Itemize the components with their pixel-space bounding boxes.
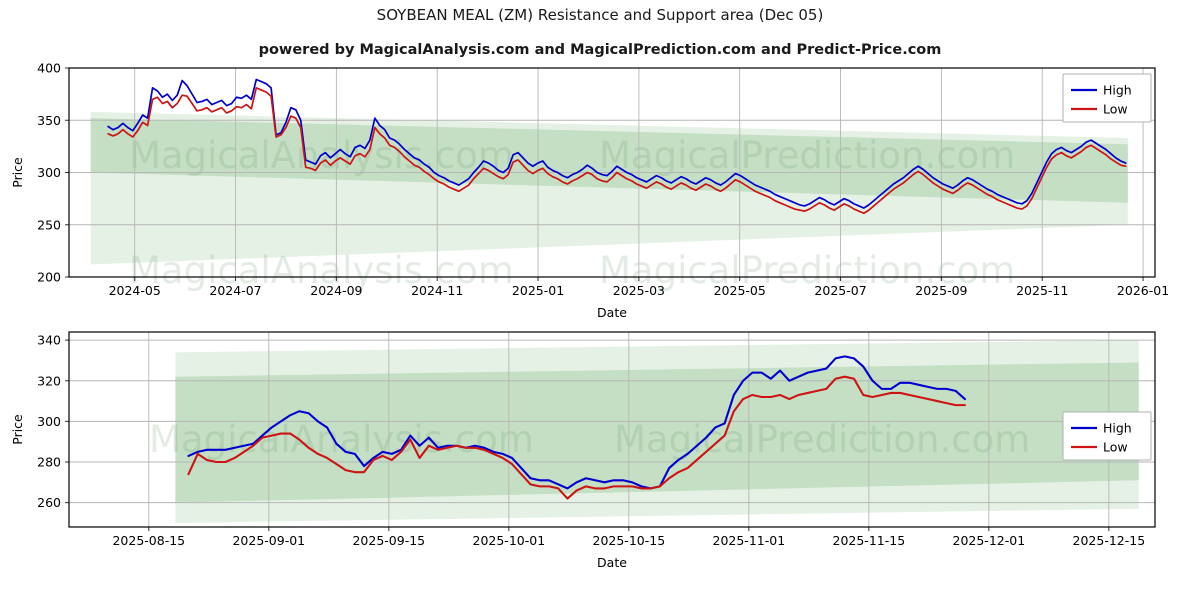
page-title: SOYBEAN MEAL (ZM) Resistance and Support…	[376, 6, 824, 24]
legend-label-high: High	[1103, 421, 1132, 436]
band-resistance-support-inner	[175, 362, 1139, 503]
xtick-label: 2025-10-15	[593, 533, 666, 548]
y-axis-label: Price	[10, 157, 25, 188]
xtick-label: 2024-07	[209, 283, 261, 298]
xtick-label: 2025-11-15	[833, 533, 906, 548]
ytick-label: 340	[37, 333, 61, 348]
plot-border	[68, 67, 1156, 278]
panel-bottom: MagicalAnalysis.com MagicalPrediction.com…	[10, 331, 1156, 570]
series-line-high	[107, 78, 1127, 209]
xtick-label: 2024-11	[411, 283, 463, 298]
xtick-label: 2025-12-01	[953, 533, 1026, 548]
x-axis-label: Date	[597, 555, 627, 570]
series-line-high	[187, 355, 967, 490]
watermark-analysis-2: MagicalAnalysis.com	[129, 249, 514, 292]
legend-label-low: Low	[1103, 440, 1128, 455]
ytick-label: 320	[37, 373, 61, 388]
legend-top[interactable]: High Low	[1062, 73, 1152, 123]
xtick-label: 2025-10-01	[473, 533, 546, 548]
panel-top: MagicalAnalysis.com MagicalPrediction.com…	[10, 61, 1169, 321]
plot-border	[68, 331, 1156, 528]
y-axis-label: Price	[10, 414, 25, 445]
watermark-prediction: MagicalPrediction.com	[599, 134, 1015, 177]
xtick-label: 2025-05	[714, 283, 766, 298]
x-axis-label: Date	[597, 305, 627, 320]
ytick-label: 260	[37, 495, 61, 510]
xtick-label: 2025-08-15	[112, 533, 185, 548]
band-resistance-support-inner	[90, 118, 1128, 203]
xtick-label: 2025-09-01	[232, 533, 305, 548]
watermark-analysis: MagicalAnalysis.com	[149, 418, 534, 461]
ytick-label: 200	[37, 270, 61, 285]
ytick-label: 300	[37, 165, 61, 180]
ytick-label: 350	[37, 113, 61, 128]
ytick-label: 250	[37, 217, 61, 232]
legend-label-low: Low	[1103, 102, 1128, 117]
xtick-label: 2025-09	[915, 283, 967, 298]
xtick-label: 2024-05	[109, 283, 161, 298]
xtick-label: 2025-09-15	[352, 533, 425, 548]
ytick-label: 400	[37, 61, 61, 76]
ytick-label: 280	[37, 455, 61, 470]
legend-label-high: High	[1103, 83, 1132, 98]
xtick-label: 2025-11-01	[713, 533, 786, 548]
xtick-label: 2025-07	[814, 283, 866, 298]
xtick-label: 2026-01	[1117, 283, 1169, 298]
watermark-prediction: MagicalPrediction.com	[614, 418, 1030, 461]
xtick-label: 2025-03	[613, 283, 665, 298]
legend-bottom[interactable]: High Low	[1062, 411, 1152, 461]
series-line-low	[187, 375, 967, 500]
xtick-label: 2025-12-15	[1073, 533, 1146, 548]
ytick-label: 300	[37, 414, 61, 429]
series-line-low	[107, 86, 1127, 215]
xtick-label: 2024-09	[310, 283, 362, 298]
page-subtitle: powered by MagicalAnalysis.com and Magic…	[258, 42, 942, 58]
watermark-prediction-2: MagicalPrediction.com	[599, 249, 1015, 292]
xtick-label: 2025-11	[1016, 283, 1068, 298]
xtick-label: 2025-01	[512, 283, 564, 298]
